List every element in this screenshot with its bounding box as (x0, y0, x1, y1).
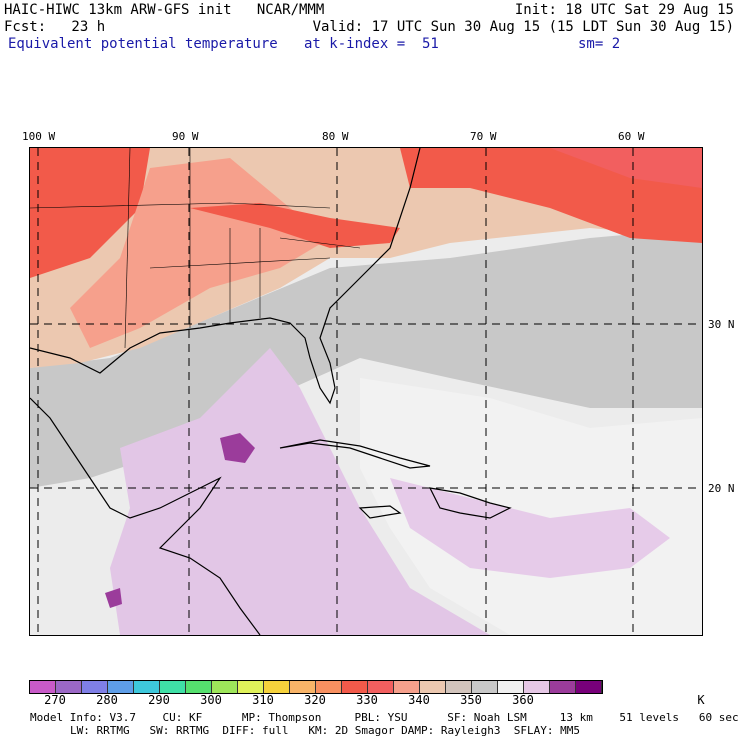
colorbar-tick-label: 340 (408, 693, 430, 707)
colorbar-cell (238, 681, 264, 693)
header-field-name: Equivalent potential temperature (8, 36, 278, 52)
theta-e-white-region (360, 378, 702, 635)
colorbar-cell (30, 681, 56, 693)
colorbar-cell (524, 681, 550, 693)
lat-label-30n: 30 N (708, 318, 735, 331)
header-smoothing: sm= 2 (578, 36, 621, 52)
colorbar-cell (290, 681, 316, 693)
lon-label-90w: 90 W (172, 130, 199, 143)
colorbar-cell (56, 681, 82, 693)
colorbar-cell (394, 681, 420, 693)
colorbar-cell (420, 681, 446, 693)
colorbar (29, 680, 603, 694)
header-init-time: Init: 18 UTC Sat 29 Aug 15 (514, 2, 734, 18)
header-level: at k-index = 51 (304, 36, 439, 52)
coastlines (30, 148, 512, 635)
colorbar-tick-label: 360 (512, 693, 534, 707)
header-model-title: HAIC-HIWC 13km ARW-GFS init NCAR/MMM (4, 2, 325, 18)
footer-model-info: Model Info: V3.7 CU: KF MP: Thompson PBL… (30, 711, 739, 724)
colorbar-tick-label: 350 (460, 693, 482, 707)
colorbar-cell (160, 681, 186, 693)
theta-e-purple-region (110, 348, 490, 635)
colorbar-tick-label: 270 (44, 693, 66, 707)
colorbar-cell (108, 681, 134, 693)
colorbar-cell (264, 681, 290, 693)
lat-label-20n: 20 N (708, 482, 735, 495)
colorbar-cell (82, 681, 108, 693)
header-forecast-hour: Fcst: 23 h (4, 19, 106, 35)
colorbar-cell (576, 681, 602, 693)
colorbar-tick-label: 280 (96, 693, 118, 707)
colorbar-cell (186, 681, 212, 693)
theta-e-deep-purple-spot (220, 433, 255, 463)
colorbar-tick-label: 320 (304, 693, 326, 707)
lon-label-100w: 100 W (22, 130, 56, 143)
theta-e-red-west (30, 148, 150, 278)
colorbar-cell (316, 681, 342, 693)
state-borders (30, 148, 361, 349)
theta-e-red-atlantic-north (550, 148, 702, 188)
colorbar-unit: K (697, 693, 705, 707)
colorbar-cell (212, 681, 238, 693)
graticule (30, 148, 702, 635)
theta-e-deep-purple-spot (105, 588, 122, 608)
colorbar-cell (134, 681, 160, 693)
map-canvas (30, 148, 702, 635)
theta-e-red-band (190, 203, 400, 248)
theta-e-purple-caribbean (390, 478, 670, 578)
colorbar-cell (368, 681, 394, 693)
colorbar-cell (342, 681, 368, 693)
lon-label-60w: 60 W (618, 130, 645, 143)
colorbar-tick-label: 330 (356, 693, 378, 707)
theta-e-map (29, 147, 703, 636)
lon-label-70w: 70 W (470, 130, 497, 143)
lon-label-80w: 80 W (322, 130, 349, 143)
colorbar-tick-label: 310 (252, 693, 274, 707)
colorbar-tick-label: 290 (148, 693, 170, 707)
colorbar-cell (472, 681, 498, 693)
colorbar-cell (498, 681, 524, 693)
colorbar-cell (446, 681, 472, 693)
header-valid-time: Valid: 17 UTC Sun 30 Aug 15 (15 LDT Sun … (312, 19, 734, 35)
colorbar-tick-label: 300 (200, 693, 222, 707)
colorbar-cell (550, 681, 576, 693)
footer-physics-info: LW: RRTMG SW: RRTMG DIFF: full KM: 2D Sm… (70, 724, 580, 737)
